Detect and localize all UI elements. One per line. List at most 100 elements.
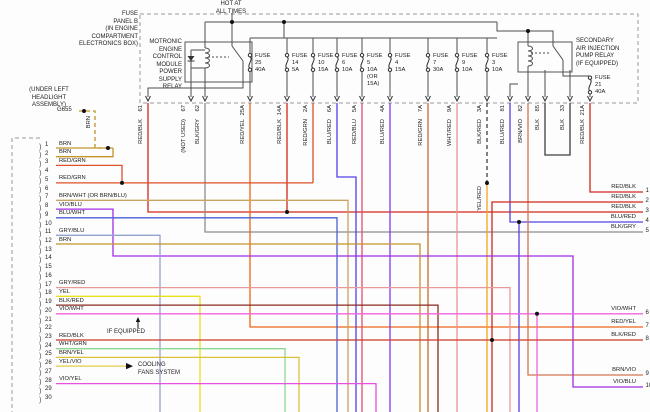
fuse-label: FUSE 5 10A (OR 15A) [367,52,383,87]
exit-pin-number: 14A [277,105,283,116]
output-pin-number: 6 [645,309,649,316]
connector-pin-number: 15 [45,264,52,271]
fuse-label: FUSE 25 40A [255,52,271,73]
exit-pin-number: 5A [352,105,358,113]
secondary-relay-box [517,41,573,73]
fuse-terminal [359,67,365,73]
junction-dot [106,146,110,150]
fuse-element-icon [388,56,392,69]
connector-pin-number: 14 [45,255,52,262]
wire-62-blk-gry [204,103,643,233]
fuse-element-icon [426,56,430,69]
fuse-terminal [247,53,253,58]
pin-bracket-icon: ) [39,385,42,395]
exit-pin-number: 85 [535,105,541,112]
output-wire-color-label: RED/BLK [611,184,636,190]
terminal-chevron-icon [567,95,573,103]
pin-bracket-icon: ) [39,220,42,229]
fuse-label: FUSE 10 15A [318,52,334,73]
pin-bracket-icon: ) [39,377,42,387]
exit-wire-color-label: RED/GRN [418,119,424,146]
output-wire-color-label: RED/YEL [611,319,636,325]
fuse-label: FUSE 21 40A [595,75,611,95]
pin-bracket-icon: ) [39,263,42,273]
connector-pin-wire-label: GRY/BLU [59,227,85,234]
wire-61-red-blk [147,103,643,213]
output-wire-color-label: VIO/WHT [611,305,636,312]
fuse-element-icon [588,78,592,92]
exit-wire-color-label: (NOT USED) [181,119,187,153]
output-wire-color-label: BLU/RED [610,214,636,220]
connector-pin-number: 22 [45,325,52,332]
connector-pin-number: 26 [45,360,52,367]
output-wire-color-label: VIO/BLU [613,379,636,385]
pin-bracket-icon: ) [39,394,42,404]
pin-bracket-icon: ) [39,350,42,360]
junction-dot [490,338,494,342]
connector-pin-number: 18 [45,290,52,297]
wire-pin24-wht-grn [56,348,286,412]
cooling-fans-note: COOLING FANS SYSTEM [138,362,181,376]
connector-pin-number: 8 [45,203,49,210]
connector-pin-wire-label: VIO/BLU [59,201,82,208]
terminal-chevron-icon [454,95,460,103]
fuse-terminal [334,67,340,73]
fuse-terminal [425,67,431,73]
exit-wire-color-label: RED/BLU [352,119,358,145]
pin-bracket-icon: ) [39,193,42,203]
fuse-terminal [484,53,490,58]
fuse-label: FUSE 3 10A [492,52,508,73]
pin-bracket-icon: ) [39,368,42,378]
connector-pin-number: 20 [45,307,52,314]
motronic-relay-label: MOTRONIC ENGINE CONTROL MODULE POWER SUP… [149,39,182,90]
ground-g655-label: G655 [57,107,72,113]
fuse-element-icon [485,56,489,69]
left-connector-outline [11,137,40,412]
junction-dot [485,181,489,185]
connector-pin-number: 28 [45,377,52,384]
connector-pin-wire-label: BRN/WHT (OR BRN/BLU) [59,192,127,199]
wire-g655-brn [79,110,108,149]
connector-pin-number: 24 [45,342,52,349]
wire-85-33-blk [544,103,571,156]
wire-pin25-brn-yel [56,356,300,412]
junction-dot [120,180,124,185]
connector-pin-wire-label: WHT/GRN [59,341,87,348]
connector-pin-wire-label: BRN [59,236,72,243]
connector-pin-number: 4 [45,168,49,175]
output-pin-number: 4 [645,218,649,224]
connector-pin-number: 2 [45,150,49,157]
connector-pin-wire-label: BLU/WHT [59,210,86,217]
connector-pin-wire-label: GRY/RED [59,280,86,287]
fuse-label: FUSE 7 30A [433,52,449,73]
connector-pin-wire-label: RED/GRN [59,175,86,182]
exit-wire-color-label: BRN/VIO [518,119,524,143]
wire-pin9-blu-wht [56,217,338,412]
wire-6a-blu-red [336,103,357,412]
fuse-element-icon [311,56,315,69]
exit-wire-color-label: RED/BLK [580,119,586,144]
pin-bracket-icon: ) [39,359,42,369]
connector-pin-wire-label: YEL/VIO [59,358,82,365]
wire-pin19-blk-red [56,304,439,412]
connector-pin-number: 23 [45,334,52,340]
pin-bracket-icon: ) [39,272,42,282]
pin-bracket-icon: ) [39,289,42,299]
output-pin-number: 8 [645,336,649,342]
connector-pin-wire-label: BRN/YEL [59,349,84,356]
exit-wire-color-label: RED/YEL [240,119,246,144]
pin-bracket-icon: ) [39,211,42,221]
junction-dot [282,20,286,24]
connector-pin-number: 17 [45,281,52,288]
secondary-relay-coil-symbol [527,45,533,67]
yel-red-wire-label: YEL/RED [477,186,483,211]
pin-bracket-icon: ) [39,324,42,334]
output-pin-number: 1 [645,188,649,194]
fuse-label: FUSE 14 5A [292,52,308,73]
fuse-terminal [587,90,593,95]
connector-pin-number: 19 [45,299,52,306]
terminal-chevron-icon [387,95,393,103]
pin-bracket-icon: ) [39,150,42,160]
